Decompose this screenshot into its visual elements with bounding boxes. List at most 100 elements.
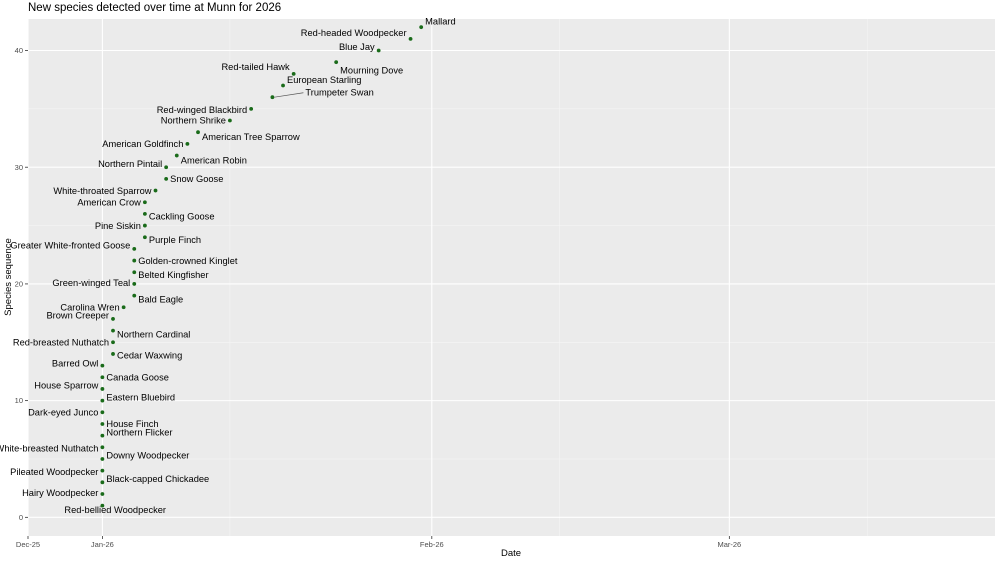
data-label: Dark-eyed Junco <box>28 407 98 417</box>
data-label: Canada Goose <box>106 372 169 382</box>
data-point <box>111 340 115 345</box>
data-label: Red-bellied Woodpecker <box>64 505 166 515</box>
y-tick-label: 20 <box>15 280 23 289</box>
data-label: Blue Jay <box>339 42 375 52</box>
data-point <box>164 176 169 181</box>
data-point <box>142 235 147 240</box>
data-label: Snow Goose <box>170 174 223 184</box>
data-point <box>408 36 413 41</box>
data-label: Pine Siskin <box>95 221 141 231</box>
data-point <box>142 223 147 228</box>
data-point <box>100 468 105 473</box>
data-label: American Goldfinch <box>102 139 183 149</box>
data-point <box>249 106 254 111</box>
data-point <box>196 130 200 135</box>
data-point <box>100 398 105 403</box>
data-label: Northern Shrike <box>161 116 226 126</box>
data-point <box>100 422 105 426</box>
data-label: House Finch <box>106 419 158 429</box>
data-label: Eastern Bluebird <box>106 392 175 402</box>
y-axis-title: Species sequence <box>3 238 14 316</box>
y-tick-label: 30 <box>15 163 23 172</box>
grid-minor <box>28 19 995 536</box>
data-point <box>132 270 137 275</box>
data-point <box>132 293 137 298</box>
data-label: Black-capped Chickadee <box>106 474 209 484</box>
data-label: Belted Kingfisher <box>138 270 208 280</box>
data-point <box>100 503 105 508</box>
data-point <box>270 95 275 100</box>
y-tick-label: 0 <box>19 513 23 522</box>
data-label: House Sparrow <box>34 381 98 391</box>
axes: Dec-25 Jan-26 Feb-26 Mar-26 0 10 20 30 40 <box>15 46 742 549</box>
data-label: Trumpeter Swan <box>305 88 373 98</box>
data-point <box>142 211 147 216</box>
data-label: Hairy Woodpecker <box>22 488 98 498</box>
x-tick-label: Jan-26 <box>91 540 114 549</box>
data-label: Northern Flicker <box>106 427 172 437</box>
data-label: American Tree Sparrow <box>202 132 300 142</box>
data-label: Golden-crowned Kinglet <box>138 256 238 266</box>
data-point <box>132 247 137 251</box>
data-point <box>100 480 105 485</box>
data-label: Carolina Wren <box>60 302 119 312</box>
data-point <box>100 410 105 415</box>
data-point <box>291 71 296 76</box>
data-label: White-throated Sparrow <box>53 186 151 196</box>
data-point <box>185 141 190 146</box>
y-tick-label: 10 <box>15 396 23 405</box>
data-point <box>132 258 137 263</box>
data-point <box>100 375 105 380</box>
data-label: White-breasted Nuthatch <box>0 444 98 454</box>
data-point <box>164 165 169 170</box>
plot-panel <box>28 19 995 536</box>
data-points <box>100 25 424 508</box>
grid-major <box>27 19 995 536</box>
data-label: Purple Finch <box>149 235 201 245</box>
data-label: Red-winged Blackbird <box>157 105 247 115</box>
data-label: Red-headed Woodpecker <box>301 28 407 38</box>
data-label: Red-tailed Hawk <box>221 62 290 72</box>
data-labels: Red-bellied Woodpecker Hairy Woodpecker Bl… <box>0 17 456 515</box>
data-point <box>281 83 285 88</box>
x-tick-label: Feb-26 <box>420 540 444 549</box>
data-label: Pileated Woodpecker <box>10 467 98 477</box>
x-axis-title: Date <box>501 548 521 559</box>
data-point <box>174 153 179 158</box>
data-label: Greater White-fronted Goose <box>10 241 130 251</box>
data-label: Red-breasted Nuthatch <box>13 337 109 347</box>
data-point <box>100 457 105 461</box>
data-label: American Robin <box>181 155 247 165</box>
data-label: Cackling Goose <box>149 211 215 221</box>
data-label: Brown Creeper <box>46 311 109 321</box>
data-label: Northern Cardinal <box>117 329 190 339</box>
data-label: Barred Owl <box>52 358 99 368</box>
label-leader-line <box>274 92 304 98</box>
data-label: Northern Pintail <box>98 159 162 169</box>
data-label: Green-winged Teal <box>52 278 130 288</box>
data-point <box>376 48 381 53</box>
data-point <box>100 363 105 368</box>
data-label: Downy Woodpecker <box>106 451 189 461</box>
data-label: Mallard <box>425 17 455 27</box>
label-leader-lines <box>274 92 304 98</box>
chart-title: New species detected over time at Munn f… <box>28 2 282 14</box>
data-label: Mourning Dove <box>340 66 403 76</box>
data-point <box>153 188 158 193</box>
data-label: European Starling <box>287 75 361 85</box>
data-label: Bald Eagle <box>138 294 183 304</box>
data-point <box>334 60 339 65</box>
x-tick-label: Mar-26 <box>717 540 741 549</box>
y-tick-label: 40 <box>15 46 23 55</box>
data-point <box>100 492 105 496</box>
data-point <box>100 445 105 450</box>
data-label: Cedar Waxwing <box>117 350 182 360</box>
data-point <box>111 352 115 356</box>
data-point <box>111 328 115 333</box>
data-point <box>132 282 137 286</box>
data-point <box>111 317 115 321</box>
data-point <box>100 387 105 391</box>
data-point <box>100 433 105 438</box>
